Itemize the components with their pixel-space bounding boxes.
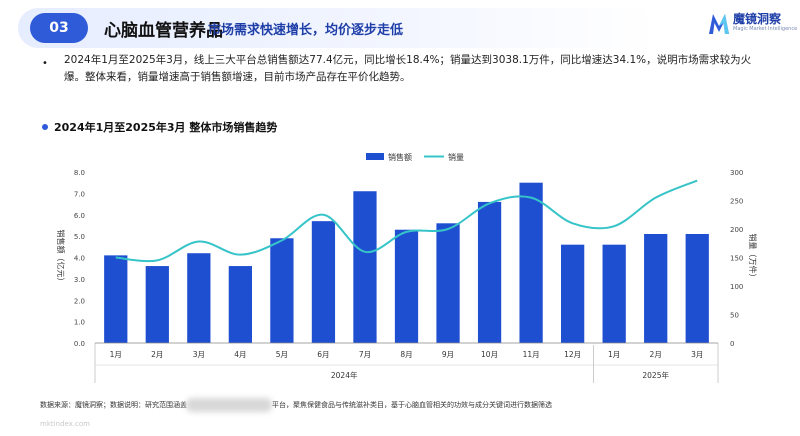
x-tick-label: 1月 <box>110 350 122 359</box>
bar-sales <box>311 221 336 343</box>
x-tick-label: 12月 <box>564 350 581 359</box>
legend-bar-swatch <box>366 153 384 160</box>
bar-sales <box>228 266 252 343</box>
y-tick-left: 3.0 <box>74 276 85 284</box>
line-volume <box>115 179 698 263</box>
sales-trend-chart: 销售额 销量 0.0 1.0 2.0 3.0 4.0 5.0 6.0 7.0 8.0 0 50 10… <box>56 152 758 383</box>
x-tick-label: 8月 <box>400 350 412 359</box>
y-axis-right: 0 50 100 150 200 250 300 <box>730 169 743 348</box>
logo-name: 魔镜洞察 <box>733 12 782 26</box>
y-tick-right: 200 <box>730 226 743 234</box>
bar-sales <box>477 201 502 343</box>
bullet-icon: • <box>42 58 48 69</box>
x-tick-label: 5月 <box>276 350 288 359</box>
x-tick-label: 2月 <box>650 350 662 359</box>
source-text-tail: 平台，聚焦保健食品与传统滋补类目，基于心脑血管相关的功效与成分关键词进行数据筛选 <box>272 401 552 409</box>
legend-bar-label: 销售额 <box>388 152 412 162</box>
y-axis-left: 0.0 1.0 2.0 3.0 4.0 5.0 6.0 7.0 8.0 <box>74 169 85 348</box>
x-tick-label: 10月 <box>481 350 498 359</box>
y-tick-right: 250 <box>730 198 743 206</box>
bar-sales <box>602 244 626 343</box>
page-title: 心脑血管营养品 <box>104 21 223 41</box>
y-tick-right: 50 <box>730 312 739 320</box>
y-tick-left: 8.0 <box>74 169 85 177</box>
y-axis-left-label: 销售额（亿元） <box>56 230 66 286</box>
page-subtitle: 市场需求快速增长，均价逐步走低 <box>208 23 404 38</box>
logo-tagline: Magic Market Intelligence <box>733 26 798 32</box>
bar-sales <box>270 238 294 343</box>
y-axis-right-label: 销量（万件） <box>748 234 758 282</box>
redacted-blur <box>186 398 272 412</box>
x-tick-label: 1月 <box>608 350 620 359</box>
bar-sales <box>561 244 585 343</box>
bar-sales <box>644 233 668 343</box>
bar-sales <box>685 233 709 343</box>
source-text: 数据来源：魔镜洞察；数据说明：研究范围涵盖 <box>40 401 187 409</box>
data-source-note: 数据来源：魔镜洞察；数据说明：研究范围涵盖 <box>40 400 187 410</box>
x-group-label: 2024年 <box>331 370 358 380</box>
x-tick-label: 2月 <box>151 350 163 359</box>
section-dot-icon <box>42 124 48 130</box>
watermark-url: mktindex.com <box>40 420 90 428</box>
bar-sales <box>519 182 543 343</box>
brand-logo: 魔镜洞察 Magic Market Intelligence <box>708 12 797 36</box>
x-group-label: 2025年 <box>642 370 669 380</box>
y-tick-left: 0.0 <box>74 340 85 348</box>
y-tick-left: 2.0 <box>74 297 85 305</box>
x-tick-label: 7月 <box>359 350 371 359</box>
x-tick-label: 11月 <box>523 350 540 359</box>
bar-sales <box>353 191 377 343</box>
y-tick-right: 100 <box>730 283 743 291</box>
y-tick-right: 0 <box>730 340 734 348</box>
y-tick-right: 150 <box>730 255 743 263</box>
summary-text: 2024年1月至2025年3月，线上三大平台总销售额达77.4亿元，同比增长18… <box>64 54 752 83</box>
x-tick-label: 9月 <box>442 350 454 359</box>
y-tick-left: 1.0 <box>74 319 85 327</box>
title-banner <box>18 8 658 48</box>
chart-title: 2024年1月至2025年3月 整体市场销售趋势 <box>54 121 278 134</box>
bar-sales <box>436 223 460 343</box>
section-number-badge: 03 <box>30 13 88 43</box>
chart-legend: 销售额 销量 <box>366 152 464 162</box>
bar-series <box>104 182 709 343</box>
bar-sales <box>145 266 169 343</box>
y-tick-left: 4.0 <box>74 255 85 263</box>
x-tick-label: 3月 <box>691 350 703 359</box>
x-tick-label: 6月 <box>317 350 329 359</box>
line-series <box>115 179 698 263</box>
x-tick-label: 3月 <box>193 350 205 359</box>
y-tick-left: 6.0 <box>74 212 85 220</box>
legend-line-label: 销量 <box>448 152 464 162</box>
bar-sales <box>187 253 211 343</box>
bar-sales <box>394 229 419 343</box>
bar-sales <box>104 255 128 343</box>
logo-m-icon <box>709 14 729 34</box>
y-tick-right: 300 <box>730 169 743 177</box>
x-axis: 1月 2月 3月 4月 5月 6月 7月 8月 9月 10月 11月 12月 1月 2月 3月 2024年 20… <box>94 342 719 383</box>
x-tick-label: 4月 <box>234 350 246 359</box>
y-tick-left: 7.0 <box>74 190 85 198</box>
y-tick-left: 5.0 <box>74 233 85 241</box>
